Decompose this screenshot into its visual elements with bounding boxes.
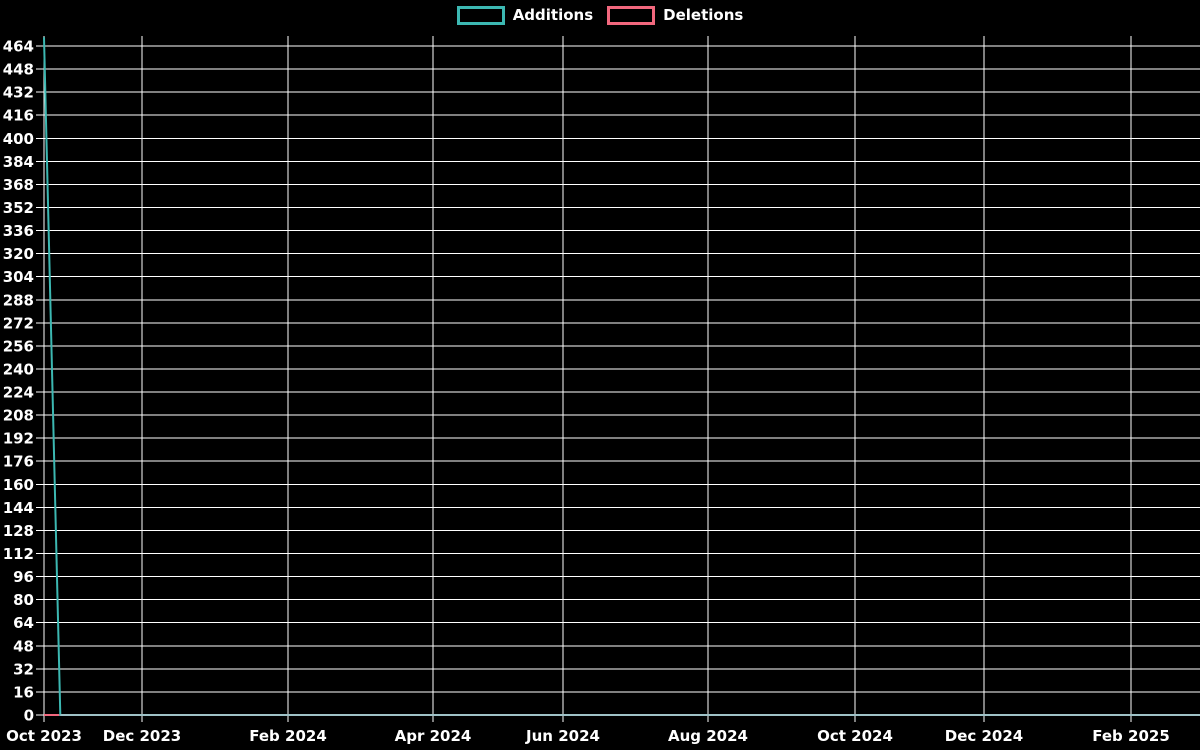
legend-item-additions[interactable]: Additions (456, 6, 594, 25)
y-tick-label: 192 (3, 430, 34, 448)
y-tick-label: 320 (3, 245, 34, 263)
y-tick-label: 16 (13, 683, 34, 701)
y-tick-label: 304 (3, 268, 34, 286)
y-tick-label: 32 (13, 660, 34, 678)
y-tick-label: 224 (3, 384, 34, 402)
x-tick-label: Oct 2023 (6, 727, 82, 745)
legend-item-deletions[interactable]: Deletions (607, 6, 743, 25)
x-tick-label: Dec 2023 (103, 727, 182, 745)
y-tick-label: 48 (13, 637, 34, 655)
y-tick-label: 208 (3, 407, 34, 425)
x-tick-label: Oct 2024 (817, 727, 893, 745)
y-tick-label: 240 (3, 360, 34, 378)
y-tick-label: 400 (3, 130, 34, 148)
y-tick-label: 384 (3, 153, 34, 171)
chart-legend: Additions Deletions (0, 6, 1200, 25)
y-tick-label: 256 (3, 337, 34, 355)
y-tick-label: 160 (3, 476, 34, 494)
y-tick-label: 368 (3, 176, 34, 194)
y-tick-label: 0 (24, 707, 34, 725)
y-tick-label: 448 (3, 61, 34, 79)
y-tick-label: 112 (3, 545, 34, 563)
additions-line (43, 37, 1200, 716)
deletions-swatch-icon (607, 6, 656, 25)
y-tick-label: 176 (3, 453, 34, 471)
x-tick-label: Jun 2024 (525, 727, 600, 745)
x-tick-label: Apr 2024 (395, 727, 472, 745)
y-tick-label: 128 (3, 522, 34, 540)
x-axis: Oct 2023 Dec 2023 Feb 2024 Apr 2024 Jun 2024… (6, 36, 1170, 745)
legend-label-additions: Additions (512, 6, 594, 24)
y-tick-label: 432 (3, 84, 34, 102)
y-tick-label: 352 (3, 199, 34, 217)
x-tick-label: Feb 2024 (249, 727, 327, 745)
x-tick-label: Dec 2024 (945, 727, 1024, 745)
y-tick-label: 416 (3, 107, 34, 125)
x-tick-label: Feb 2025 (1092, 727, 1170, 745)
y-tick-label: 96 (13, 568, 34, 586)
legend-label-deletions: Deletions (663, 6, 744, 24)
y-axis: 0 16 32 48 64 80 96 112 128 144 160 176 192 208 224 240… (3, 38, 1200, 725)
y-tick-label: 64 (13, 614, 34, 632)
y-tick-label: 272 (3, 314, 34, 332)
additions-swatch-icon (456, 6, 505, 25)
x-tick-label: Aug 2024 (668, 727, 748, 745)
y-tick-label: 464 (3, 38, 34, 56)
y-tick-label: 80 (13, 591, 34, 609)
y-tick-label: 144 (3, 499, 34, 517)
y-tick-label: 336 (3, 222, 34, 240)
y-tick-label: 288 (3, 291, 34, 309)
